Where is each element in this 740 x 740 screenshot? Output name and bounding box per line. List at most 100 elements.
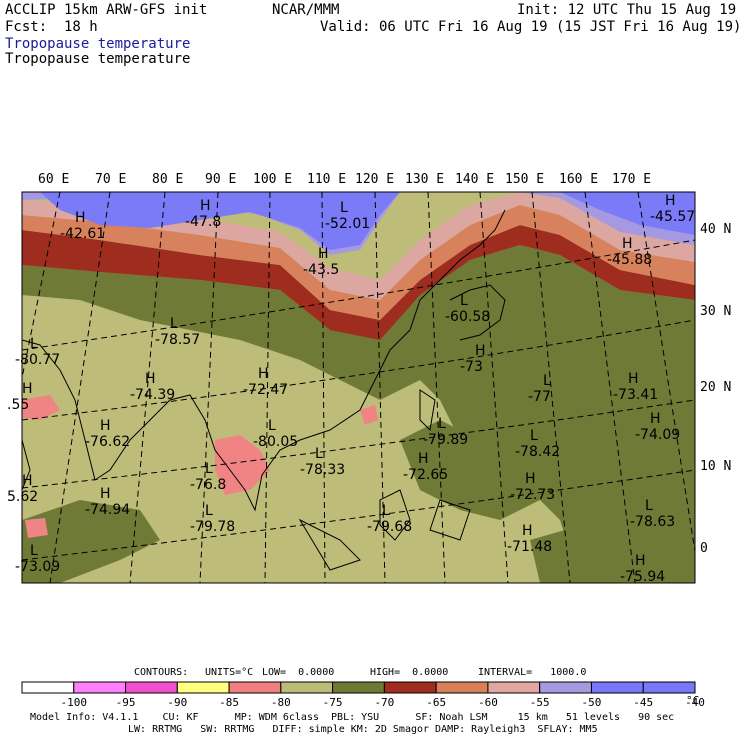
lat-tick-label: 20 N xyxy=(700,380,732,395)
lon-tick-label: 110 E xyxy=(307,172,347,187)
extremum-value: -78.42 xyxy=(515,444,560,460)
lon-tick-label: 70 E xyxy=(95,172,127,187)
colorbar-label: -40 xyxy=(685,696,705,709)
org-label: NCAR/MMM xyxy=(272,2,340,18)
graticule xyxy=(22,192,695,583)
extremum-symbol: H xyxy=(22,381,33,397)
extremum-symbol: L xyxy=(170,316,178,332)
extremum-symbol: L xyxy=(340,200,348,216)
lon-tick-label: 140 E xyxy=(455,172,495,187)
extremum-symbol: L xyxy=(30,543,38,559)
extremum-symbol: H xyxy=(100,486,111,502)
extremum-value: -52.01 xyxy=(325,216,370,232)
extremum-symbol: H xyxy=(418,451,429,467)
filled-contour-field xyxy=(22,192,695,583)
extremum-value: -43.5 xyxy=(303,262,339,278)
extremum-value: -80.05 xyxy=(253,434,298,450)
colorbar-swatch xyxy=(539,681,592,694)
extremum-symbol: H xyxy=(525,471,536,487)
extremum-value: 5.62 xyxy=(7,489,38,505)
lon-tick-label: 160 E xyxy=(559,172,599,187)
extremum-symbol: H xyxy=(665,193,676,209)
colorbar-swatch xyxy=(125,681,178,694)
lon-tick-label: 90 E xyxy=(205,172,237,187)
extremum-symbol: H xyxy=(318,246,329,262)
extrema-labels: H-42.61H-47.8L-52.01H-43.5H-45.57H-45.88… xyxy=(7,193,695,585)
contours-label: CONTOURS: xyxy=(134,667,189,678)
extremum-symbol: H xyxy=(200,198,211,214)
init-time: Init: 12 UTC Thu 15 Aug 19 xyxy=(517,2,737,18)
model-info-line1: Model Info: V4.1.1 CU: KF MP: WDM 6class… xyxy=(30,712,675,723)
extremum-value: -47.8 xyxy=(185,214,221,230)
lon-tick-label: 80 E xyxy=(152,172,184,187)
extremum-symbol: L xyxy=(30,336,38,352)
extremum-value: -79.89 xyxy=(423,432,468,448)
extremum-value: -42.61 xyxy=(60,226,105,242)
extremum-symbol: L xyxy=(543,373,551,389)
colorbar-label: -85 xyxy=(219,696,239,709)
extremum-symbol: L xyxy=(645,498,653,514)
lat-tick-label: 30 N xyxy=(700,304,732,319)
extremum-value: -78.63 xyxy=(630,514,675,530)
extremum-symbol: H xyxy=(145,371,156,387)
extremum-value: -80.77 xyxy=(15,352,60,368)
extremum-value: -79.68 xyxy=(367,519,412,535)
colorbar-label: -65 xyxy=(426,696,447,709)
colorbar-swatch xyxy=(332,681,385,694)
colorbar-label: -100 xyxy=(60,696,88,709)
extremum-value: -73.41 xyxy=(613,387,658,403)
extremum-value: -60.58 xyxy=(445,309,490,325)
colorbar-label: -90 xyxy=(167,696,188,709)
extremum-value: -72.47 xyxy=(243,382,288,398)
lon-tick-label: 150 E xyxy=(505,172,545,187)
extremum-symbol: H xyxy=(522,523,533,539)
extremum-symbol: L xyxy=(382,503,390,519)
contours-low: LOW= 0.0000 xyxy=(262,667,335,678)
colorbar-label: -60 xyxy=(477,696,498,709)
extremum-symbol: H xyxy=(475,343,486,359)
contours-interval: INTERVAL= 1000.0 xyxy=(478,667,587,678)
field-title-primary: Tropopause temperature xyxy=(5,36,191,52)
extremum-value: -73 xyxy=(460,359,483,375)
colorbar-swatch xyxy=(73,681,127,694)
colorbar-label: -50 xyxy=(581,696,602,709)
model-title: ACCLIP 15km ARW-GFS init xyxy=(5,2,208,18)
lon-tick-label: 120 E xyxy=(355,172,395,187)
lat-tick-label: 10 N xyxy=(700,459,732,474)
extremum-symbol: H xyxy=(628,371,639,387)
extremum-value: -71.48 xyxy=(507,539,552,555)
extremum-value: -78.33 xyxy=(300,462,345,478)
extremum-symbol: H xyxy=(22,473,33,489)
colorbar-swatch xyxy=(228,681,282,694)
contours-units: UNITS=°C xyxy=(205,667,254,678)
lon-tick-label: 60 E xyxy=(38,172,70,187)
colorbar-unit: °C xyxy=(686,694,700,707)
model-info-line2: LW: RRTMG SW: RRTMG DIFF: simple KM: 2D … xyxy=(128,724,598,735)
lat-tick-label: 0 xyxy=(700,541,708,556)
extremum-symbol: L xyxy=(460,293,468,309)
colorbar-swatch xyxy=(590,681,644,694)
extremum-symbol: H xyxy=(100,418,111,434)
lon-tick-label: 170 E xyxy=(612,172,652,187)
colorbar-swatch xyxy=(21,681,75,694)
colorbar-swatch xyxy=(280,681,334,694)
colorbar-swatch xyxy=(435,681,489,694)
extremum-symbol: L xyxy=(530,428,538,444)
colorbar-swatch xyxy=(642,681,696,694)
extremum-value: -75.94 xyxy=(620,569,665,585)
field-title-secondary: Tropopause temperature xyxy=(5,51,191,67)
colorbar-swatch xyxy=(487,681,541,694)
extremum-symbol: H xyxy=(75,210,86,226)
extremum-symbol: H xyxy=(635,553,646,569)
extremum-value: .55 xyxy=(7,397,29,413)
extremum-symbol: L xyxy=(438,416,446,432)
extremum-symbol: L xyxy=(205,503,213,519)
forecast-hours: 18 h xyxy=(64,19,98,35)
forecast-label: Fcst: xyxy=(5,19,48,35)
colorbar xyxy=(21,681,696,694)
extremum-value: -72.73 xyxy=(510,487,555,503)
extremum-value: -76.8 xyxy=(190,477,226,493)
colorbar-label: -80 xyxy=(270,696,291,709)
colorbar-label: -45 xyxy=(633,696,654,709)
